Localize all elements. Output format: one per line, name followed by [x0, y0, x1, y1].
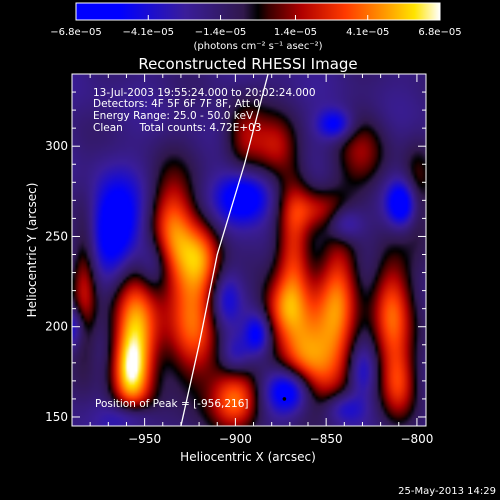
- peak-marker: [282, 397, 287, 401]
- colorbar-gradient: [75, 2, 441, 21]
- colorbar-tick-label: −1.4e−05: [195, 27, 247, 38]
- colorbar-tick-label: −4.1e−05: [122, 27, 174, 38]
- info-time-range: 13-Jul-2003 19:55:24.000 to 20:02:24.000: [93, 87, 316, 99]
- colorbar-ticks: [75, 15, 441, 20]
- solar-limb-curve: [180, 74, 269, 426]
- x-tick-label: −900: [219, 432, 252, 446]
- y-tick-label: 150: [45, 410, 68, 424]
- y-axis-ticks: [72, 73, 426, 418]
- x-axis-label: Heliocentric X (arcsec): [180, 450, 316, 464]
- y-axis-label: Heliocentric Y (arcsec): [25, 183, 39, 318]
- y-tick-label: 250: [45, 229, 68, 243]
- peak-position-label: Position of Peak = [-956,216]: [95, 398, 249, 410]
- colorbar-tick-label: −6.8e−05: [50, 27, 102, 38]
- x-tick-label: −850: [310, 432, 343, 446]
- observation-info: 13-Jul-2003 19:55:24.000 to 20:02:24.000…: [93, 87, 316, 410]
- info-energy-range: Energy Range: 25.0 - 50.0 keV: [93, 110, 254, 122]
- plot-frame: [71, 73, 427, 427]
- x-axis-tick-labels: −950 −900 −850 −800: [128, 432, 433, 446]
- colorbar-tick-label: 1.4e−05: [274, 27, 317, 38]
- y-axis-tick-labels: 150 200 250 300: [45, 139, 68, 424]
- heatmap-image: [72, 74, 426, 426]
- colorbar-tick-labels: −6.8e−05 −4.1e−05 −1.4e−05 1.4e−05 4.1e−05 6.…: [50, 27, 461, 38]
- y-tick-label: 300: [45, 139, 68, 153]
- footer-date: 25-May-2013 14:29: [398, 486, 496, 497]
- colorbar: −6.8e−05 −4.1e−05 −1.4e−05 1.4e−05 4.1e−05 6.…: [50, 2, 462, 52]
- x-tick-label: −800: [400, 432, 433, 446]
- x-axis-ticks: [71, 74, 418, 426]
- colorbar-tick-label: 4.1e−05: [346, 27, 389, 38]
- chart-title: Reconstructed RHESSI Image: [138, 55, 357, 73]
- info-clean-counts: Clean Total counts: 4.72E+03: [93, 122, 262, 134]
- colorbar-unit-label: (photons cm⁻² s⁻¹ asec⁻²): [193, 41, 322, 52]
- x-tick-label: −950: [128, 432, 161, 446]
- y-tick-label: 200: [45, 320, 68, 334]
- plot-area: [72, 74, 426, 426]
- info-detectors: Detectors: 4F 5F 6F 7F 8F, Att 0: [93, 98, 260, 110]
- colorbar-tick-label: 6.8e−05: [418, 27, 461, 38]
